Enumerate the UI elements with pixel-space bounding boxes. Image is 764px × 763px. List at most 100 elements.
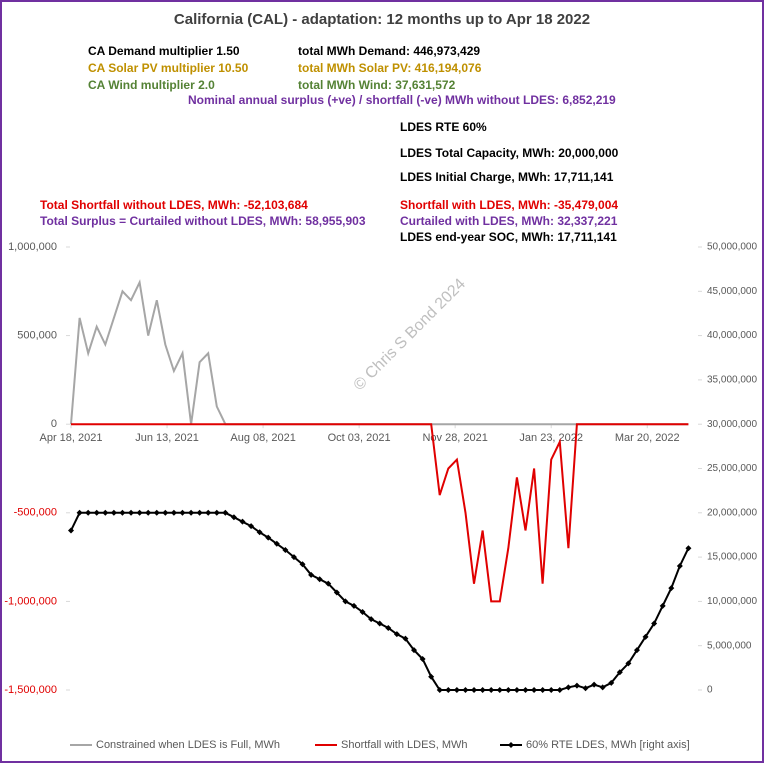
series-marker	[556, 687, 563, 693]
series-marker	[659, 602, 666, 609]
series-marker	[385, 624, 392, 631]
series-marker	[608, 679, 615, 686]
series-marker	[376, 620, 383, 627]
series-marker	[325, 580, 332, 587]
series-marker	[76, 509, 83, 516]
series-marker	[119, 509, 126, 516]
series-marker	[350, 602, 357, 609]
annotation: LDES RTE 60%	[400, 120, 487, 134]
series-marker	[205, 509, 212, 516]
annotation: CA Solar PV multiplier 10.50	[88, 61, 249, 75]
series-marker	[256, 529, 263, 536]
series-marker	[651, 620, 658, 627]
series-marker	[616, 669, 623, 676]
series-marker	[393, 631, 400, 638]
chart-title: California (CAL) - adaptation: 12 months…	[174, 11, 590, 28]
y-tick-label: 0	[51, 418, 57, 430]
series-marker	[68, 527, 74, 534]
series-marker	[239, 518, 246, 525]
annotation: total MWh Demand: 446,973,429	[298, 44, 480, 58]
y-tick-label: 500,000	[17, 330, 57, 342]
annotation: LDES end-year SOC, MWh: 17,711,141	[400, 230, 617, 244]
series-marker	[145, 509, 152, 516]
y2-tick-label: 15,000,000	[707, 552, 757, 563]
series-marker	[548, 687, 555, 693]
series-marker	[496, 687, 503, 693]
y2-tick-label: 5,000,000	[707, 640, 752, 651]
series-marker	[153, 509, 160, 516]
y2-tick-label: 25,000,000	[707, 463, 757, 474]
y2-tick-label: 20,000,000	[707, 507, 757, 518]
x-tick-label: Jan 23, 2022	[519, 432, 583, 444]
series-marker	[462, 687, 469, 693]
series-marker	[411, 647, 418, 654]
y2-tick-label: 35,000,000	[707, 375, 757, 386]
legend-label: Constrained when LDES is Full, MWh	[96, 739, 280, 751]
y2-tick-label: 0	[707, 685, 713, 696]
y2-tick-label: 50,000,000	[707, 242, 757, 253]
series-marker	[488, 687, 495, 693]
legend-marker	[508, 742, 514, 748]
x-tick-label: Nov 28, 2021	[422, 432, 487, 444]
series-marker	[419, 655, 426, 662]
series-marker	[676, 562, 683, 569]
x-tick-label: Oct 03, 2021	[328, 432, 391, 444]
series-marker	[282, 547, 289, 554]
series-marker	[668, 585, 675, 592]
series-marker	[188, 509, 195, 516]
series-marker	[179, 509, 186, 516]
series-marker	[102, 509, 109, 516]
y-tick-label: -500,000	[14, 507, 57, 519]
series-marker	[316, 576, 323, 583]
series-marker	[531, 687, 538, 693]
series-marker	[582, 685, 589, 692]
series-marker	[445, 687, 452, 693]
annotation: LDES Total Capacity, MWh: 20,000,000	[400, 146, 619, 160]
series-marker	[290, 554, 297, 561]
series-marker	[136, 509, 143, 516]
series-marker	[162, 509, 169, 516]
series-marker	[342, 598, 349, 605]
legend-label: 60% RTE LDES, MWh [right axis]	[526, 739, 690, 751]
series-marker	[93, 509, 100, 516]
y2-tick-label: 10,000,000	[707, 596, 757, 607]
series-marker	[359, 609, 366, 616]
annotation: Total Shortfall without LDES, MWh: -52,1…	[40, 198, 308, 212]
annotation: total MWh Wind: 37,631,572	[298, 78, 456, 92]
series-marker	[633, 647, 640, 654]
x-tick-label: Apr 18, 2021	[40, 432, 103, 444]
legend-label: Shortfall with LDES, MWh	[341, 739, 468, 751]
x-tick-label: Aug 08, 2021	[230, 432, 295, 444]
series-marker	[222, 509, 229, 516]
series-marker	[299, 561, 306, 568]
series-marker	[625, 660, 632, 667]
series-marker	[685, 545, 692, 552]
annotation: Nominal annual surplus (+ve) / shortfall…	[188, 93, 616, 107]
series-line	[71, 423, 689, 603]
annotation: CA Wind multiplier 2.0	[88, 78, 215, 92]
y-tick-label: -1,500,000	[4, 684, 57, 696]
y-tick-label: -1,000,000	[4, 595, 57, 607]
series-marker	[213, 509, 220, 516]
series-marker	[471, 687, 478, 693]
series-marker	[513, 687, 520, 693]
series-marker	[248, 523, 255, 530]
series-marker	[85, 509, 92, 516]
series-marker	[591, 681, 598, 688]
annotation: Total Surplus = Curtailed without LDES, …	[40, 214, 366, 228]
series-marker	[273, 540, 280, 547]
series-marker	[402, 635, 409, 642]
series-marker	[539, 687, 546, 693]
series-marker	[565, 684, 572, 691]
y2-tick-label: 30,000,000	[707, 419, 757, 430]
series-marker	[110, 509, 117, 516]
series-marker	[265, 534, 272, 541]
y-tick-label: 1,000,000	[8, 241, 57, 253]
series-marker	[599, 684, 606, 691]
series-marker	[170, 509, 177, 516]
annotation: Shortfall with LDES, MWh: -35,479,004	[400, 198, 618, 212]
series-marker	[436, 687, 443, 693]
series-marker	[196, 509, 203, 516]
